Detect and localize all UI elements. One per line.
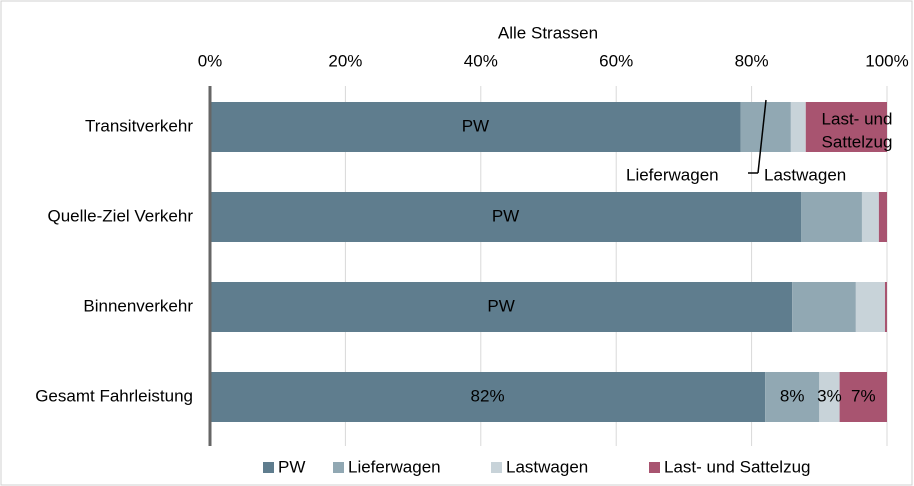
- bar-segment: [805, 102, 887, 152]
- x-tick-label: 80%: [735, 51, 769, 70]
- data-label: 3%: [817, 386, 842, 405]
- y-tick-label: Quelle-Ziel Verkehr: [47, 206, 193, 225]
- bar-segment: [819, 372, 840, 422]
- legend-swatch: [333, 462, 344, 473]
- bar-segment: [855, 282, 885, 332]
- callout-label: Lastwagen: [764, 165, 846, 184]
- chart-title: Alle Strassen: [498, 23, 598, 42]
- x-tick-label: 100%: [865, 51, 908, 70]
- bar-segment: [801, 192, 862, 242]
- legend-swatch: [263, 462, 274, 473]
- bar-segment: [765, 372, 820, 422]
- y-tick-label: Transitverkehr: [85, 116, 193, 135]
- bar-segment: [861, 192, 879, 242]
- legend-label: Last- und Sattelzug: [664, 457, 810, 476]
- data-label: 82%: [471, 386, 505, 405]
- x-tick-label: 60%: [599, 51, 633, 70]
- bar-segment: [790, 102, 806, 152]
- annotation: Last- und: [822, 109, 893, 128]
- bar-segment: [210, 192, 802, 242]
- bar-segment: [210, 372, 766, 422]
- x-tick-label: 20%: [328, 51, 362, 70]
- y-tick-label: Gesamt Fahrleistung: [35, 386, 193, 405]
- bar-label: PW: [487, 296, 514, 315]
- legend-label: Lieferwagen: [348, 457, 441, 476]
- x-tick-label: 0%: [198, 51, 223, 70]
- bar-segment: [740, 102, 791, 152]
- bar-segment: [878, 192, 887, 242]
- bar-segment: [884, 282, 887, 332]
- bar-segment: [210, 102, 741, 152]
- legend-swatch: [649, 462, 660, 473]
- legend-label: PW: [278, 457, 305, 476]
- bar-label: PW: [462, 116, 489, 135]
- legend-swatch: [491, 462, 502, 473]
- bar-segment: [210, 282, 793, 332]
- x-tick-label: 40%: [464, 51, 498, 70]
- data-label: 7%: [851, 386, 876, 405]
- bar-segment: [839, 372, 887, 422]
- callout-line: [757, 99, 767, 174]
- callout-label: Lieferwagen: [626, 165, 719, 184]
- bar-label: PW: [492, 206, 519, 225]
- bar-segment: [792, 282, 856, 332]
- annotation: Sattelzug: [822, 132, 893, 151]
- legend-label: Lastwagen: [506, 457, 588, 476]
- y-tick-label: Binnenverkehr: [83, 296, 193, 315]
- data-label: 8%: [780, 386, 805, 405]
